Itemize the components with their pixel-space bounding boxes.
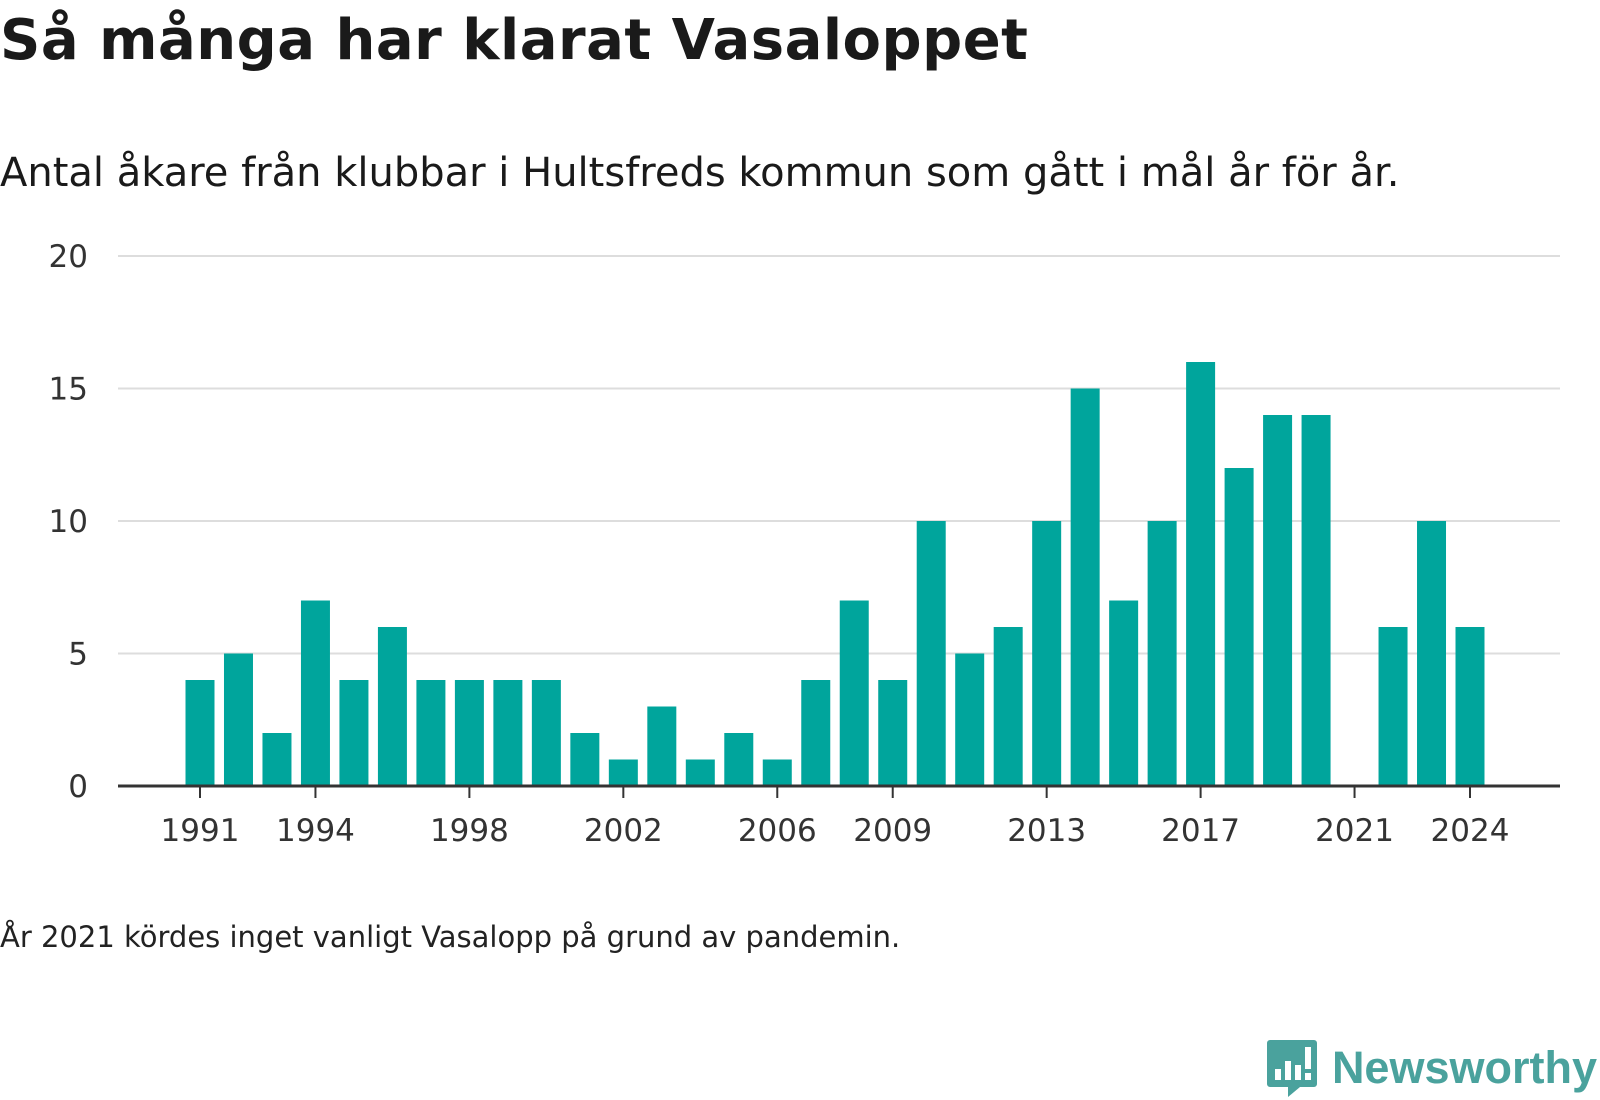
bar-2001 [570, 733, 600, 786]
x-tick-label: 1994 [276, 813, 355, 849]
bar-2000 [531, 680, 561, 786]
bar-2019 [1263, 415, 1293, 786]
bar-1997 [416, 680, 446, 786]
bar-2005 [724, 733, 754, 786]
x-tick-label: 1998 [430, 813, 509, 849]
bar-2014 [1070, 388, 1100, 786]
bar-1992 [223, 653, 253, 786]
bar-1999 [493, 680, 523, 786]
bar-2004 [685, 759, 715, 786]
bar-2018 [1224, 468, 1254, 786]
bar-1996 [377, 627, 407, 786]
x-axis: 1991 1994 1998 2002 2006 2009 2013 2017 2021 2024 [118, 784, 1560, 849]
bar-2011 [955, 653, 985, 786]
brand-logo: Newsworthy [1266, 1038, 1597, 1098]
x-tick-label: 1991 [161, 813, 240, 849]
bar-2008 [839, 600, 869, 786]
y-tick-label: 15 [49, 372, 88, 408]
bar-2022 [1378, 627, 1408, 786]
bar-2006 [762, 759, 792, 786]
bar-1998 [454, 680, 484, 786]
chart-title: Så många har klarat Vasaloppet [0, 8, 1029, 73]
bar-2010 [916, 521, 946, 786]
bar-2007 [801, 680, 831, 786]
chart-subtitle: Antal åkare från klubbar i Hultsfreds ko… [0, 150, 1400, 196]
bar-2012 [993, 627, 1023, 786]
bar-2017 [1186, 362, 1216, 786]
newsworthy-logo-icon [1266, 1040, 1317, 1097]
bar-2013 [1032, 521, 1062, 786]
gridlines [118, 255, 1560, 655]
x-tick-label: 2009 [853, 813, 932, 849]
x-tick-label: 2024 [1431, 813, 1510, 849]
x-tick-label: 2002 [584, 813, 663, 849]
bar-2016 [1147, 521, 1177, 786]
y-tick-label: 10 [49, 504, 88, 540]
bar-2015 [1109, 600, 1139, 786]
bar-2023 [1417, 521, 1447, 786]
bar-1993 [262, 733, 292, 786]
bars [185, 362, 1485, 786]
bar-1991 [185, 680, 215, 786]
bar-2003 [647, 706, 677, 786]
x-tick-label: 2021 [1315, 813, 1394, 849]
bar-2002 [608, 759, 638, 786]
bar-1995 [339, 680, 369, 786]
x-tick-label: 2013 [1007, 813, 1086, 849]
x-tick-label: 2006 [738, 813, 817, 849]
bar-2009 [878, 680, 908, 786]
bar-chart: 0 5 10 15 20 1991 1994 1998 2002 2006 2009 2013 201… [49, 239, 1560, 849]
y-tick-label: 0 [68, 769, 88, 805]
x-tick-label: 2017 [1161, 813, 1240, 849]
footnote: År 2021 kördes inget vanligt Vasalopp på… [0, 920, 901, 954]
y-axis-labels: 0 5 10 15 20 [49, 239, 88, 805]
bar-2024 [1455, 627, 1485, 786]
y-tick-label: 5 [68, 637, 88, 673]
brand-name: Newsworthy [1331, 1042, 1597, 1093]
bar-1994 [300, 600, 330, 786]
bar-2020 [1301, 415, 1331, 786]
y-tick-label: 20 [49, 239, 88, 275]
